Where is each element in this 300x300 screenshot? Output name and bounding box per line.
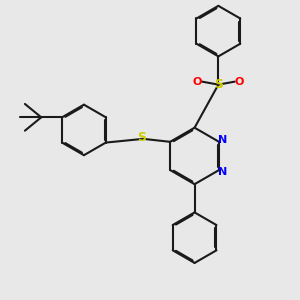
Text: O: O [235, 76, 244, 87]
Text: N: N [218, 135, 227, 145]
Text: N: N [218, 167, 227, 176]
Text: S: S [137, 131, 146, 144]
Text: S: S [214, 78, 223, 91]
Text: O: O [193, 76, 202, 87]
